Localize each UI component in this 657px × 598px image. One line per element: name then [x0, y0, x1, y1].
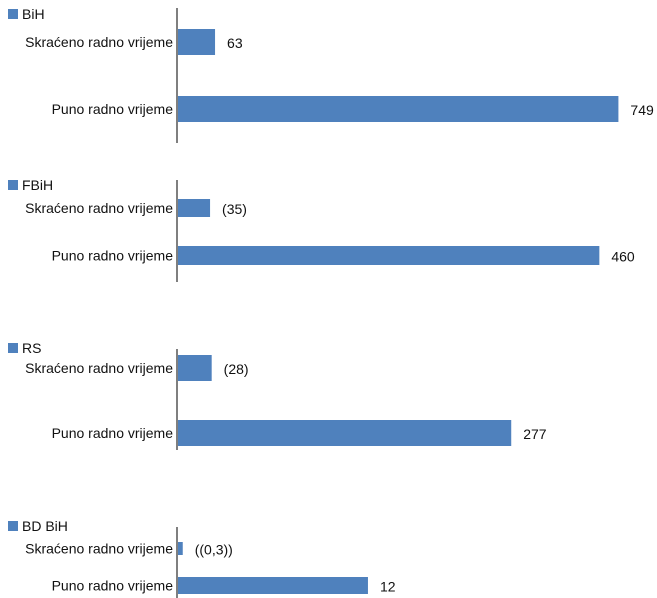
- chart-panel-3: BD BiH Skraćeno radno vrijeme ((0,3)) Puno …: [8, 518, 396, 598]
- data-label: 460: [611, 249, 635, 265]
- bar: [178, 246, 600, 265]
- bar: [178, 96, 619, 122]
- legend-label: FBiH: [22, 177, 53, 193]
- legend-swatch: [8, 9, 18, 19]
- bar: [178, 199, 211, 217]
- chart-panel-1: FBiH Skraćeno radno vrijeme (35) Puno radno…: [8, 177, 635, 282]
- bar: [178, 420, 512, 446]
- legend-swatch: [8, 180, 18, 190]
- legend-swatch: [8, 521, 18, 531]
- data-label: (35): [222, 201, 247, 217]
- legend-label: RS: [22, 340, 41, 356]
- data-label: 63: [227, 35, 243, 51]
- data-label: (28): [224, 361, 249, 377]
- bar: [178, 29, 216, 55]
- category-label: Skraćeno radno vrijeme: [25, 200, 173, 216]
- category-label: Skraćeno radno vrijeme: [25, 34, 173, 50]
- chart-panel-0: BiH Skraćeno radno vrijeme 63 Puno radno vr…: [8, 6, 654, 143]
- category-label: Puno radno vrijeme: [52, 248, 174, 264]
- category-label: Skraćeno radno vrijeme: [25, 360, 173, 376]
- chart-panel-2: RS Skraćeno radno vrijeme (28) Puno radno v…: [8, 340, 547, 450]
- data-label: ((0,3)): [195, 542, 233, 558]
- data-label: 277: [523, 426, 547, 442]
- category-label: Puno radno vrijeme: [52, 101, 174, 117]
- legend-swatch: [8, 343, 18, 353]
- bar: [178, 355, 212, 381]
- bar: [178, 577, 368, 594]
- bar: [178, 542, 183, 555]
- legend-label: BiH: [22, 6, 45, 22]
- data-label: 12: [380, 579, 396, 595]
- legend-label: BD BiH: [22, 518, 68, 534]
- category-label: Puno radno vrijeme: [52, 425, 174, 441]
- data-label: 749: [630, 102, 654, 118]
- category-label: Puno radno vrijeme: [52, 578, 174, 594]
- category-label: Skraćeno radno vrijeme: [25, 541, 173, 557]
